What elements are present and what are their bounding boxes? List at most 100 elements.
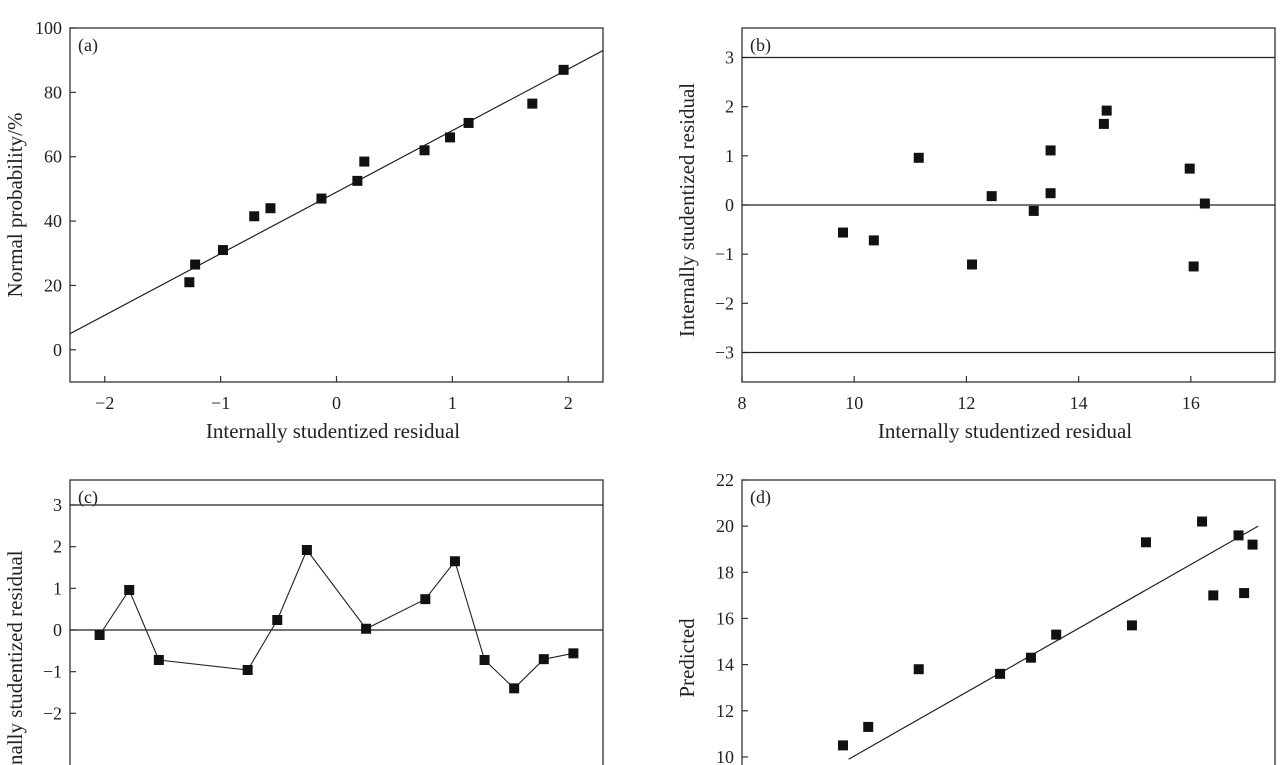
panel-c-data-point: [94, 630, 105, 640]
panel-d-data: 10 12 14 16 18 20 22: [716, 470, 1259, 765]
panel-d-ytick-label: 18: [716, 562, 734, 582]
panel-d-data-point: [863, 721, 874, 732]
panel-a-data: 0 20 40 60 80 100 −2 −1 0 1 2: [35, 18, 603, 413]
panel-d-ytick-label: 22: [716, 470, 734, 490]
panel-a-ytick-label: 20: [44, 275, 62, 295]
panel-c-data-point: [361, 623, 372, 634]
panel-d-data-point: [1126, 620, 1137, 631]
panel-d-ylabel: Predicted: [675, 618, 699, 698]
panel-d-label: (d): [750, 487, 771, 508]
panel-a-fit-line: [70, 49, 603, 335]
panel-c-ylabel: nally studentized residual: [3, 550, 27, 765]
panel-a-data-point: [558, 64, 569, 75]
panel-d-ytick-label: 20: [716, 516, 734, 536]
panel-a-ytick-label: 40: [44, 211, 62, 231]
panel-b-ytick-label: 0: [725, 195, 734, 215]
panel-a-ytick-label: 60: [44, 147, 62, 167]
panel-d-ytick-label: 14: [716, 655, 734, 675]
panel-d-data-point: [1233, 530, 1244, 541]
panel-a-frame: [69, 27, 604, 383]
panel-b-xtick-label: 10: [845, 393, 863, 413]
panel-b-data-point: [1045, 188, 1056, 199]
panel-a-data-point: [265, 203, 276, 214]
panel-a-data-point: [527, 98, 538, 109]
panel-c-data-point: [509, 683, 520, 694]
panel-d-ytick-label: 10: [716, 747, 734, 765]
panel-b-ytick-label: 2: [725, 97, 734, 117]
panel-c-data-point: [538, 654, 549, 665]
panel-a-label: (a): [78, 35, 98, 56]
panel-b-xtick-label: 12: [957, 393, 975, 413]
panel-b-data-point: [967, 259, 978, 270]
panel-a-data-point: [217, 245, 228, 256]
panel-b-data-point: [1188, 261, 1199, 272]
panel-a-ytick-label: 0: [53, 340, 62, 360]
panel-c-ytick-label: −2: [43, 703, 62, 723]
panel-d-data-point: [995, 668, 1006, 679]
panel-b-data-point: [1184, 163, 1195, 174]
panel-d-data-point: [1239, 588, 1250, 599]
panel-d-data-point: [1247, 539, 1258, 550]
panel-b-xtick-label: 14: [1070, 393, 1088, 413]
panel-a-data-point: [359, 156, 370, 167]
panel-a-ylabel: Normal probability/%: [3, 113, 27, 298]
panel-d-data-point: [837, 740, 848, 751]
panel-c-ytick-label: −1: [43, 662, 62, 682]
panel-b-ylabel: Internally studentized residual: [675, 83, 699, 337]
panel-a-xtick-label: 0: [332, 393, 341, 413]
panel-a: 0 20 40 60 80 100 −2 −1 0 1 2 (a) Internally stude…: [3, 18, 604, 443]
panel-a-xtick-label: −2: [95, 393, 114, 413]
panel-c-data-point: [449, 556, 460, 567]
panel-a-data-point: [445, 132, 456, 143]
panel-b-xtick-label: 16: [1182, 393, 1200, 413]
panel-d-frame: [741, 479, 1276, 765]
panel-a-xtick-label: 2: [564, 393, 573, 413]
panel-b-data-point: [1101, 105, 1112, 116]
panel-c-data: −2 −1 0 1 2 3: [43, 495, 603, 723]
panel-d-data-point: [1051, 629, 1062, 640]
panel-c-data-point: [568, 648, 579, 659]
panel-c-label: (c): [78, 487, 98, 508]
panel-d-fit-line: [848, 525, 1259, 760]
panel-c-series-line: [99, 548, 574, 690]
panel-c-ytick-label: 2: [53, 537, 62, 557]
panel-a-data-point: [419, 145, 430, 156]
panel-c-data-point: [272, 615, 283, 625]
panel-d-data-point: [1197, 516, 1208, 527]
panel-a-data-point: [316, 193, 327, 204]
panel-a-xtick-label: −1: [211, 393, 230, 413]
panel-a-data-point: [352, 175, 363, 186]
panel-a-ytick-label: 100: [35, 18, 62, 38]
panel-b-ytick-label: 1: [725, 146, 734, 166]
panel-b-data-point: [1028, 205, 1039, 216]
panel-b-ytick-label: −1: [715, 244, 734, 264]
panel-c-data-point: [242, 665, 253, 675]
panel-b-ytick-label: −2: [715, 293, 734, 313]
panel-b-data-point: [1199, 198, 1210, 209]
panel-a-data-point: [184, 277, 195, 288]
panel-b-data-point: [1098, 118, 1109, 129]
panel-a-data-point: [249, 211, 260, 222]
panel-c: −2 −1 0 1 2 3 (c) nally studentized residual: [3, 479, 604, 765]
panel-c-ytick-label: 3: [53, 495, 62, 515]
panel-c-data-point: [479, 655, 490, 665]
panel-d-data-point: [913, 664, 924, 675]
panel-b-data-point: [986, 191, 997, 202]
panel-c-data-point: [420, 594, 431, 605]
panel-d-data-point: [1140, 537, 1151, 548]
panel-a-data-point: [463, 117, 474, 128]
panel-c-frame: [69, 479, 604, 765]
panel-b-data-point: [913, 152, 924, 163]
panel-d-data-point: [1208, 590, 1219, 601]
panel-b-ytick-label: 3: [725, 48, 734, 68]
panel-c-ytick-label: 1: [53, 578, 62, 598]
panel-c-data-point: [301, 545, 312, 555]
panel-d-ytick-label: 16: [716, 608, 734, 628]
panel-a-xlabel: Internally studentized residual: [206, 419, 460, 443]
panel-a-ytick-label: 80: [44, 82, 62, 102]
panel-c-ytick-label: 0: [53, 620, 62, 640]
panel-b-label: (b): [750, 35, 771, 56]
